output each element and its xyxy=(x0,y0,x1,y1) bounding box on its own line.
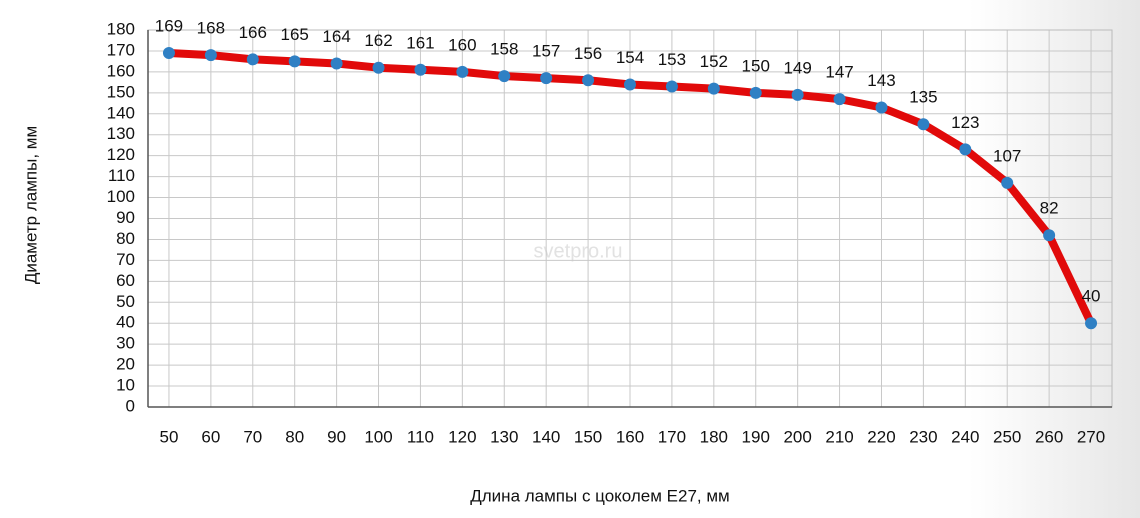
data-label: 165 xyxy=(281,25,309,44)
data-label: 152 xyxy=(700,52,728,71)
point xyxy=(917,118,930,131)
y-tick-label: 130 xyxy=(107,124,135,143)
point xyxy=(707,82,720,95)
x-tick-label: 220 xyxy=(867,427,895,446)
point xyxy=(246,53,259,66)
data-label: 158 xyxy=(490,40,518,59)
watermark: svetpro.ru xyxy=(534,240,623,262)
x-tick-label: 260 xyxy=(1035,427,1063,446)
data-label: 169 xyxy=(155,17,183,36)
y-tick-label: 10 xyxy=(116,376,135,395)
y-tick-label: 100 xyxy=(107,187,135,206)
point xyxy=(959,143,972,156)
x-tick-label: 50 xyxy=(159,427,178,446)
point xyxy=(875,101,888,114)
x-tick-label: 210 xyxy=(825,427,853,446)
data-label: 107 xyxy=(993,146,1021,165)
y-tick-label: 50 xyxy=(116,292,135,311)
y-tick-label: 60 xyxy=(116,271,135,290)
x-tick-label: 180 xyxy=(700,427,728,446)
x-tick-label: 170 xyxy=(658,427,686,446)
y-tick-label: 140 xyxy=(107,103,135,122)
x-tick-label: 130 xyxy=(490,427,518,446)
point xyxy=(204,49,217,62)
y-axis-label: Диаметр лампы, мм xyxy=(21,126,40,284)
x-axis-label: Длина лампы с цоколем E27, мм xyxy=(470,486,730,505)
data-label: 40 xyxy=(1082,287,1101,306)
y-tick-label: 70 xyxy=(116,250,135,269)
data-label: 162 xyxy=(364,31,392,50)
x-tick-label: 200 xyxy=(783,427,811,446)
y-tick-label: 120 xyxy=(107,145,135,164)
x-tick-label: 110 xyxy=(407,427,434,446)
x-tick-label: 150 xyxy=(574,427,602,446)
point xyxy=(833,93,846,106)
y-tick-label: 110 xyxy=(108,166,135,185)
point xyxy=(288,55,301,68)
y-tick-label: 180 xyxy=(107,19,135,38)
y-tick-label: 170 xyxy=(107,40,135,59)
point xyxy=(624,78,636,91)
point xyxy=(749,86,762,99)
x-tick-label: 240 xyxy=(951,427,979,446)
point xyxy=(582,74,595,87)
y-tick-label: 20 xyxy=(116,355,135,374)
point xyxy=(540,72,553,85)
data-label: 150 xyxy=(742,56,770,75)
data-label: 166 xyxy=(239,23,267,42)
y-tick-label: 90 xyxy=(116,208,135,227)
data-label: 153 xyxy=(658,50,686,69)
x-tick-label: 60 xyxy=(201,427,220,446)
data-label: 156 xyxy=(574,44,602,63)
y-tick-label: 0 xyxy=(126,396,135,415)
x-tick-label: 90 xyxy=(327,427,346,446)
point xyxy=(1043,229,1056,242)
point xyxy=(1085,317,1098,330)
x-tick-label: 100 xyxy=(364,427,392,446)
x-tick-label: 140 xyxy=(532,427,560,446)
data-label: 164 xyxy=(322,27,350,46)
x-tick-label: 70 xyxy=(243,427,262,446)
y-tick-label: 160 xyxy=(107,61,135,80)
x-tick-label: 270 xyxy=(1077,427,1105,446)
point xyxy=(372,61,385,74)
data-label: 149 xyxy=(783,58,811,77)
data-label: 143 xyxy=(867,71,895,90)
y-tick-label: 40 xyxy=(116,313,135,332)
data-label: 154 xyxy=(616,48,644,67)
data-label: 82 xyxy=(1040,199,1059,218)
data-label: 135 xyxy=(909,88,937,107)
x-tick-label: 190 xyxy=(742,427,770,446)
data-label: 123 xyxy=(951,113,979,132)
data-label: 161 xyxy=(406,33,434,52)
point xyxy=(665,80,678,93)
point xyxy=(791,88,804,101)
y-tick-label: 150 xyxy=(107,82,135,101)
x-tick-label: 120 xyxy=(448,427,476,446)
data-label: 157 xyxy=(532,42,560,61)
x-tick-label: 160 xyxy=(616,427,644,446)
point xyxy=(1001,176,1014,189)
y-tick-label: 30 xyxy=(116,334,135,353)
point xyxy=(330,57,343,70)
data-label: 147 xyxy=(825,63,853,82)
point xyxy=(456,65,469,78)
y-tick-label: 80 xyxy=(116,229,135,248)
x-tick-label: 230 xyxy=(909,427,937,446)
point xyxy=(498,70,511,83)
x-tick-label: 250 xyxy=(993,427,1021,446)
point xyxy=(162,47,175,60)
data-label: 160 xyxy=(448,35,476,54)
x-tick-label: 80 xyxy=(285,427,304,446)
data-label: 168 xyxy=(197,19,225,38)
point xyxy=(414,63,427,76)
